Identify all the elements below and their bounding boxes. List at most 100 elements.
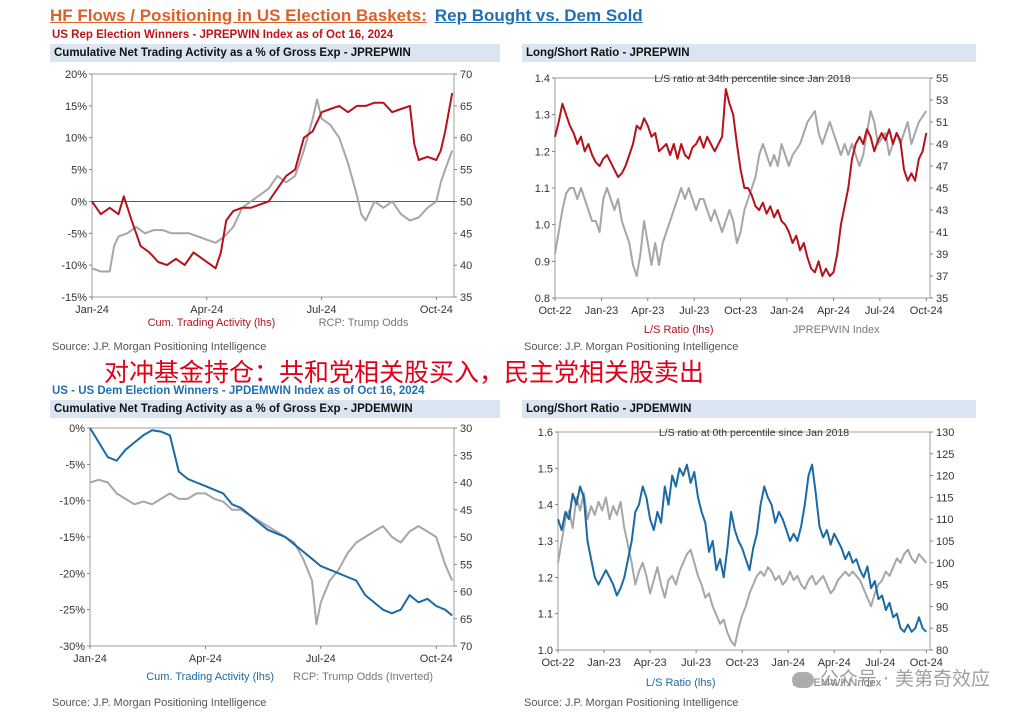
right-tick-label: 60: [460, 587, 472, 599]
left-tick-label: -15%: [61, 292, 87, 304]
right-tick-label: 43: [936, 205, 948, 217]
x-tick-label: Jul-23: [681, 657, 711, 669]
left-tick-label: 1.3: [538, 536, 553, 548]
right-tick-label: 39: [936, 249, 948, 261]
right-tick-label: 65: [460, 101, 472, 113]
left-tick-label: 1.4: [538, 500, 553, 512]
plot-frame: [91, 73, 455, 298]
source-bottom-right: Source: J.P. Morgan Positioning Intellig…: [524, 697, 739, 709]
right-tick-label: 130: [936, 427, 954, 439]
series-line-left: [89, 427, 453, 617]
x-tick-label: Apr-24: [818, 657, 851, 669]
left-tick-label: 1.1: [535, 183, 550, 195]
right-tick-label: 65: [460, 614, 472, 626]
left-tick-label: 0.9: [535, 256, 550, 268]
right-tick-label: 80: [936, 645, 948, 657]
rep-ls-chart: 1.4 1.3 1.2 1.1 1.0 0.9 0.8 55 53 51 49 47 45 43 41 39 3…: [535, 73, 949, 336]
legend-right-series: RCP: Trump Odds: [319, 317, 409, 329]
source-top-left: Source: J.P. Morgan Positioning Intellig…: [52, 341, 267, 353]
series-line-right: [557, 492, 928, 647]
legend-left-series: Cum. Trading Activity (lhs): [146, 671, 274, 683]
left-tick-label: -10%: [59, 496, 85, 508]
series-line-right: [91, 98, 454, 273]
right-tick-label: 55: [460, 165, 472, 177]
right-tick-label: 45: [936, 183, 948, 195]
x-tick-label: Oct-23: [724, 305, 757, 317]
left-tick-label: -25%: [59, 605, 85, 617]
overlay-caption: 对冲基金持仓：共和党相关股买入，民主党相关股卖出: [104, 358, 705, 387]
left-tick-label: -20%: [59, 568, 85, 580]
left-tick-label: 5%: [71, 165, 87, 177]
x-tick-label: Apr-24: [189, 653, 222, 665]
left-tick-label: 1.6: [538, 427, 553, 439]
right-tick-label: 45: [460, 228, 472, 240]
right-tick-label: 120: [936, 471, 954, 483]
left-tick-label: 1.5: [538, 463, 553, 475]
plot-frame: [557, 431, 931, 651]
right-tick-label: 35: [460, 450, 472, 462]
percentile-annotation: L/S ratio at 34th percentile since Jan 2…: [654, 73, 850, 85]
right-tick-label: 115: [936, 492, 954, 504]
x-tick-label: Oct-22: [541, 657, 574, 669]
right-tick-label: 47: [936, 161, 948, 173]
x-tick-label: Apr-23: [634, 657, 667, 669]
left-tick-label: 10%: [65, 133, 87, 145]
left-tick-label: 0.8: [535, 293, 550, 305]
right-tick-label: 95: [936, 580, 948, 592]
right-tick-label: 35: [936, 293, 948, 305]
left-tick-label: -10%: [61, 260, 87, 272]
right-tick-label: 105: [936, 536, 954, 548]
x-tick-label: Oct-24: [420, 304, 453, 316]
left-tick-label: 1.4: [535, 73, 550, 85]
x-tick-label: Apr-23: [631, 305, 664, 317]
x-tick-label: Apr-24: [817, 305, 850, 317]
right-tick-label: 60: [460, 133, 472, 145]
x-tick-label: Jan-24: [73, 653, 107, 665]
x-tick-label: Jul-24: [306, 653, 336, 665]
series-line-left: [91, 92, 454, 270]
legend-right-series: JPDEMWIN Index: [793, 677, 882, 689]
right-tick-label: 70: [460, 641, 472, 653]
right-tick-label: 30: [460, 423, 472, 435]
left-tick-label: 1.2: [535, 146, 550, 158]
dem-ls-header: Long/Short Ratio - JPDEMWIN: [522, 400, 976, 418]
right-tick-label: 50: [460, 532, 472, 544]
left-tick-label: -30%: [59, 641, 85, 653]
right-tick-label: 125: [936, 449, 954, 461]
legend-right-series: JPREPWIN Index: [793, 324, 880, 336]
legend-left-series: L/S Ratio (lhs): [644, 324, 714, 336]
dem-cum-chart: 0% -5% -10% -15% -20% -25% -30% 30 35 40 45 50 55 60 6…: [59, 423, 472, 683]
right-tick-label: 41: [936, 227, 948, 239]
right-tick-label: 45: [460, 505, 472, 517]
right-tick-label: 49: [936, 139, 948, 151]
x-tick-label: Oct-22: [538, 305, 571, 317]
right-tick-label: 40: [460, 478, 472, 490]
x-tick-label: Jul-24: [865, 657, 895, 669]
x-tick-label: Jan-23: [587, 657, 621, 669]
series-line-left: [557, 463, 927, 633]
left-tick-label: -15%: [59, 532, 85, 544]
right-tick-label: 50: [460, 196, 472, 208]
left-tick-label: 20%: [65, 69, 87, 81]
x-tick-label: Jan-24: [75, 304, 109, 316]
source-top-right: Source: J.P. Morgan Positioning Intellig…: [524, 341, 739, 353]
x-tick-label: Jul-24: [865, 305, 895, 317]
watermark: 公众号 · 美第奇效应: [791, 664, 990, 691]
left-tick-label: 15%: [65, 101, 87, 113]
right-tick-label: 70: [460, 69, 472, 81]
x-tick-label: Jan-23: [585, 305, 619, 317]
title-part-1: HF Flows / Positioning in US Election Ba…: [50, 6, 427, 25]
dem-ls-chart: 1.6 1.5 1.4 1.3 1.2 1.1 1.0 130 125 120 115 110 105 1…: [538, 427, 955, 689]
x-tick-label: Jan-24: [771, 657, 805, 669]
left-tick-label: 1.0: [538, 645, 553, 657]
right-tick-label: 55: [460, 559, 472, 571]
left-tick-label: 0%: [71, 196, 87, 208]
right-tick-label: 55: [936, 73, 948, 85]
rep-cum-chart: 20% 15% 10% 5% 0% -5% -10% -15% 70 65 60 55 50 45 40 35…: [61, 69, 472, 329]
source-bottom-left: Source: J.P. Morgan Positioning Intellig…: [52, 697, 267, 709]
right-tick-label: 85: [936, 623, 948, 635]
series-line-left: [554, 88, 928, 277]
left-tick-label: 1.1: [538, 609, 553, 621]
series-line-right: [554, 110, 928, 277]
legend-right-series: RCP: Trump Odds (Inverted): [293, 671, 433, 683]
